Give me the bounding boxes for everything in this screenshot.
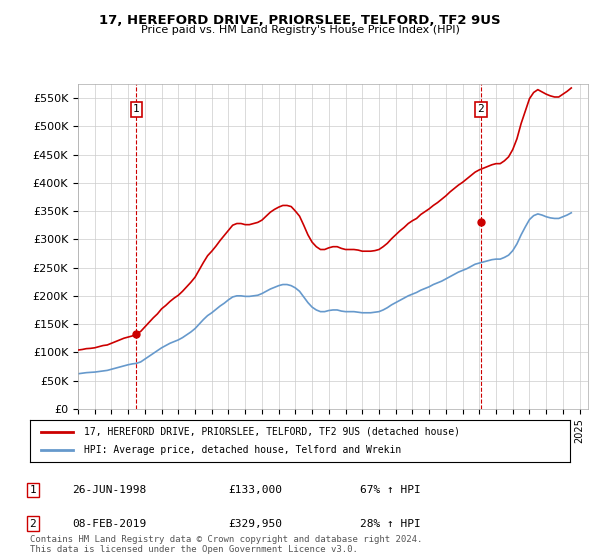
Text: 2: 2 (478, 104, 484, 114)
Text: 1: 1 (133, 104, 140, 114)
Text: £329,950: £329,950 (228, 519, 282, 529)
Text: 1: 1 (29, 485, 37, 495)
Text: 17, HEREFORD DRIVE, PRIORSLEE, TELFORD, TF2 9US (detached house): 17, HEREFORD DRIVE, PRIORSLEE, TELFORD, … (84, 427, 460, 437)
Text: Contains HM Land Registry data © Crown copyright and database right 2024.
This d: Contains HM Land Registry data © Crown c… (30, 535, 422, 554)
Text: 2: 2 (29, 519, 37, 529)
Text: £133,000: £133,000 (228, 485, 282, 495)
Text: 26-JUN-1998: 26-JUN-1998 (72, 485, 146, 495)
Text: Price paid vs. HM Land Registry's House Price Index (HPI): Price paid vs. HM Land Registry's House … (140, 25, 460, 35)
Text: HPI: Average price, detached house, Telford and Wrekin: HPI: Average price, detached house, Telf… (84, 445, 401, 455)
Text: 17, HEREFORD DRIVE, PRIORSLEE, TELFORD, TF2 9US: 17, HEREFORD DRIVE, PRIORSLEE, TELFORD, … (99, 14, 501, 27)
Text: 28% ↑ HPI: 28% ↑ HPI (360, 519, 421, 529)
Text: 08-FEB-2019: 08-FEB-2019 (72, 519, 146, 529)
Text: 67% ↑ HPI: 67% ↑ HPI (360, 485, 421, 495)
